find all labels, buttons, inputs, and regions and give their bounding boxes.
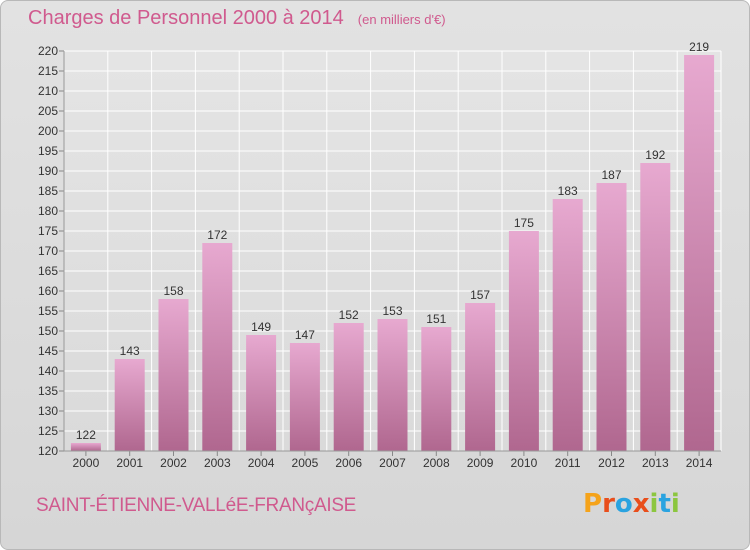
y-tick-label: 150 [38, 324, 58, 338]
x-tick-label: 2001 [116, 456, 143, 470]
x-tick-label: 2011 [555, 456, 581, 470]
logo-letter: P [583, 489, 603, 519]
x-tick-label: 2012 [598, 456, 625, 470]
y-tick-label: 220 [38, 44, 58, 58]
logo-letter: i [670, 489, 680, 519]
logo-letter: i [649, 489, 659, 519]
bar-2006 [333, 323, 364, 451]
y-tick-label: 175 [38, 224, 58, 238]
data-label: 183 [558, 184, 578, 198]
x-tick-label: 2010 [511, 456, 538, 470]
bar-2007 [377, 319, 408, 451]
data-label: 147 [295, 328, 315, 342]
y-tick-label: 185 [38, 184, 58, 198]
data-label: 149 [251, 320, 271, 334]
x-tick-label: 2000 [73, 456, 100, 470]
data-label: 152 [339, 308, 359, 322]
y-tick-label: 145 [38, 344, 58, 358]
y-tick-label: 160 [38, 284, 58, 298]
y-tick-label: 170 [38, 244, 58, 258]
y-tick-label: 140 [38, 364, 58, 378]
data-label: 175 [514, 216, 534, 230]
y-tick-label: 180 [38, 204, 58, 218]
data-label: 151 [426, 312, 446, 326]
logo-letter: o [614, 489, 633, 519]
y-tick-label: 155 [38, 304, 58, 318]
data-label: 192 [645, 148, 665, 162]
title-text: Charges de Personnel 2000 à 2014 [28, 7, 344, 29]
bar-2012 [596, 183, 627, 451]
x-tick-label: 2003 [204, 456, 231, 470]
bar-2009 [465, 303, 496, 451]
bar-2004 [246, 335, 277, 451]
bars: 122 143 158 172 149 147 152 153 151 157 175 183 187 1… [70, 40, 715, 451]
logo-letter: t [658, 489, 671, 519]
x-tick-label: 2009 [467, 456, 494, 470]
bar-2005 [289, 343, 320, 451]
city-name: SAINT-ÉTIENNE-VALLéE-FRANçAISE [36, 495, 357, 516]
logo-letter: r [602, 489, 615, 519]
data-label: 143 [120, 344, 140, 358]
y-tick-label: 130 [38, 404, 58, 418]
data-label: 122 [76, 428, 96, 442]
data-label: 172 [207, 228, 227, 242]
bar-2001 [114, 359, 145, 451]
title-unit: (en milliers d'€) [357, 12, 446, 27]
y-tick-label: 190 [38, 164, 58, 178]
data-label: 153 [382, 304, 402, 318]
x-tick-label: 2002 [160, 456, 187, 470]
data-label: 157 [470, 288, 490, 302]
bar-2010 [508, 231, 539, 451]
x-tick-label: 2008 [423, 456, 450, 470]
y-tick-label: 195 [38, 144, 58, 158]
x-tick-label: 2014 [686, 456, 713, 470]
chart-title: Charges de Personnel 2000 à 2014 (en mill… [28, 7, 446, 30]
y-tick-label: 210 [38, 84, 58, 98]
bar-2014 [684, 55, 715, 451]
y-tick-label: 120 [38, 444, 58, 458]
logo-letter: x [632, 489, 650, 519]
y-axis: 120 125 130 135 140 145 150 155 160 165 170 175 180 1… [38, 44, 65, 458]
y-tick-label: 200 [38, 124, 58, 138]
x-tick-label: 2013 [642, 456, 669, 470]
y-tick-label: 165 [38, 264, 58, 278]
bar-2011 [552, 199, 583, 451]
data-label: 187 [601, 168, 621, 182]
x-tick-label: 2007 [379, 456, 406, 470]
y-tick-label: 215 [38, 64, 58, 78]
x-tick-label: 2005 [292, 456, 319, 470]
data-label: 219 [689, 40, 709, 54]
bar-2003 [202, 243, 233, 451]
data-label: 158 [163, 284, 183, 298]
proxiti-logo[interactable]: Proxiti [583, 489, 680, 519]
x-tick-label: 2004 [248, 456, 275, 470]
x-axis: 2000 2001 2002 2003 2004 2005 2006 2007 2008 2009… [64, 450, 721, 470]
y-tick-label: 135 [38, 384, 58, 398]
bar-2008 [421, 327, 452, 451]
y-tick-label: 205 [38, 104, 58, 118]
bar-2013 [640, 163, 671, 451]
y-tick-label: 125 [38, 424, 58, 438]
x-tick-label: 2006 [335, 456, 362, 470]
bar-2000 [70, 443, 101, 451]
bar-2002 [158, 299, 189, 451]
